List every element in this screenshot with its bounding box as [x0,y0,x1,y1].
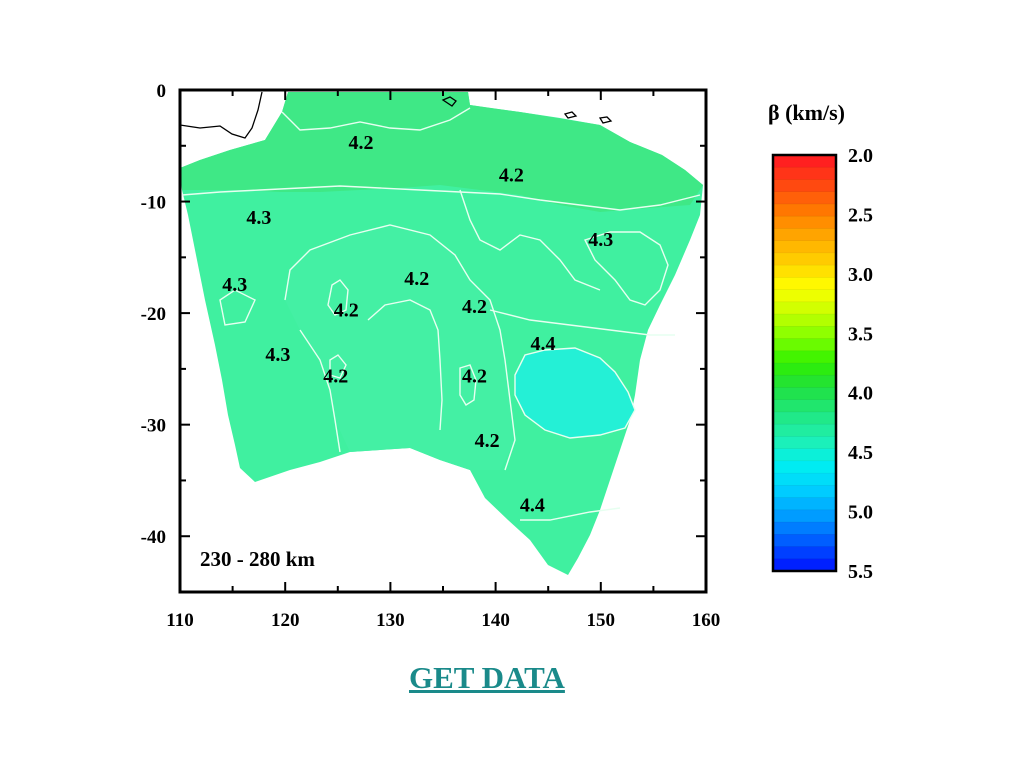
colorbar-swatch [773,460,836,474]
colorbar-border [771,153,838,573]
colorbar-tick-label: 3.0 [848,264,873,286]
colorbar-tick-label: 3.5 [848,323,873,345]
contour-label: 4.2 [475,430,500,452]
colorbar-swatch [773,558,836,572]
x-tick-label: 130 [376,610,405,631]
x-tick-label: 110 [166,610,193,631]
coastline-outlines [180,91,613,139]
colorbar-swatch [773,338,836,352]
colorbar-swatch [773,350,836,364]
colorbar-swatch [773,509,836,523]
x-tick-label: 140 [481,610,510,631]
colorbar-swatch [773,167,836,181]
contour-label: 4.2 [499,164,524,186]
colorbar-swatch [773,448,836,462]
colorbar-swatch [773,399,836,413]
contour-label: 4.3 [222,274,247,296]
map-axes: 110 120 130 140 150 160 0 -10 -20 -30 -40 [141,81,721,631]
get-data-link[interactable]: GET DATA [409,660,565,695]
colorbar-swatch [773,252,836,266]
colorbar-tick-label: 4.5 [848,442,873,464]
colorbar-swatch [773,203,836,217]
contour-labels: 4.2 4.2 4.3 4.3 4.2 4.3 4.2 4.2 4.4 4.3 4.2 4.2 4.2 4… [222,132,613,517]
depth-range-label: 230 - 280 km [200,547,315,571]
colorbar-swatch [773,375,836,389]
colorbar-swatch [773,436,836,450]
contour-label: 4.2 [323,365,348,387]
y-tick-label: -40 [141,527,166,548]
contour-label: 4.4 [520,495,545,517]
north-velocity-zone [180,92,703,212]
y-tick-label: -10 [141,193,166,214]
colorbar-swatch [773,411,836,425]
contour-label: 4.2 [462,296,487,318]
contour-label: 4.3 [246,207,271,229]
colorbar-swatch [773,326,836,340]
colorbar-swatch [773,240,836,254]
colorbar-swatch [773,314,836,327]
colorbar-swatch [773,485,836,499]
contour-lines [181,107,701,521]
central-velocity-zone [285,225,515,470]
colorbar: 2.0 2.5 3.0 3.5 4.0 4.5 5.0 5.5 [771,145,873,583]
x-tick-label: 160 [692,610,721,631]
colorbar-swatch [773,546,836,560]
colorbar-tick-label: 2.0 [848,145,873,167]
colorbar-swatch [773,473,836,486]
y-tick-label: -20 [141,304,166,325]
contour-label: 4.3 [265,344,290,366]
colorbar-swatch [773,424,836,438]
colorbar-tick-label: 5.0 [848,502,873,524]
colorbar-swatch [773,497,836,511]
contour-label: 4.3 [588,229,613,251]
colorbar-swatch [773,387,836,401]
colorbar-swatch [773,179,836,193]
contour-label: 4.2 [334,299,359,321]
colorbar-swatch [773,155,836,168]
colorbar-swatch [773,265,836,278]
colorbar-tick-label: 2.5 [848,204,873,226]
colorbar-swatch [773,277,836,291]
colorbar-tick-label: 5.5 [848,561,873,583]
contour-label: 4.2 [348,132,373,154]
x-tick-label: 150 [587,610,616,631]
colorbar-swatch [773,191,836,205]
colorbar-swatch [773,301,836,315]
y-tick-label: 0 [157,81,167,102]
contour-label: 4.2 [462,365,487,387]
y-tick-label: -30 [141,416,166,437]
colorbar-swatch [773,289,836,303]
colorbar-tick-label: 4.0 [848,383,873,405]
x-tick-label: 120 [271,610,300,631]
map-area: 4.2 4.2 4.3 4.3 4.2 4.3 4.2 4.2 4.4 4.3 4.2 4.2 4.2 4… [180,91,703,575]
colorbar-swatch [773,522,836,535]
colorbar-title: β (km/s) [768,100,845,125]
colorbar-swatch [773,216,836,230]
colorbar-swatch [773,534,836,548]
colorbar-swatch [773,228,836,242]
high-velocity-anomaly [515,348,635,438]
contour-label: 4.2 [404,268,429,290]
colorbar-swatch [773,363,836,376]
contour-label: 4.4 [530,333,555,355]
